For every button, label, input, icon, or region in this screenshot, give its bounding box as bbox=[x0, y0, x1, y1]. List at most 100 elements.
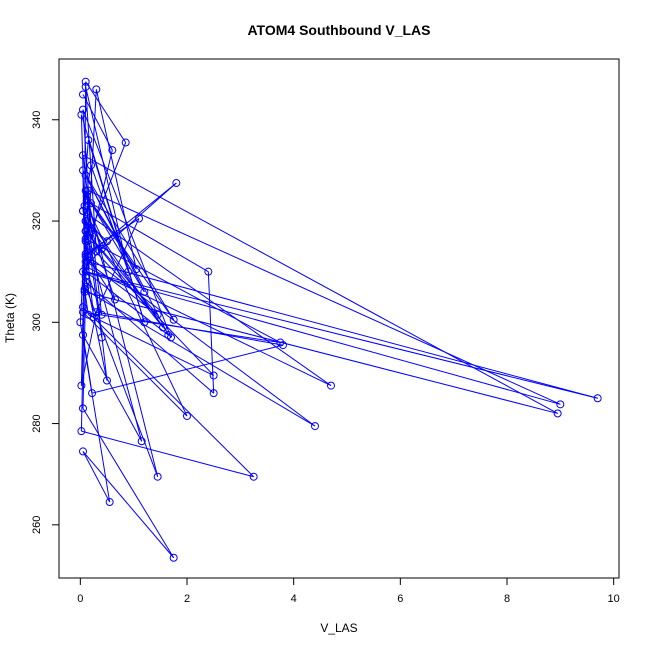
data-point bbox=[81, 234, 90, 243]
data-point bbox=[311, 422, 319, 431]
data-point bbox=[249, 472, 258, 481]
data-point bbox=[153, 310, 162, 319]
data-point bbox=[159, 323, 167, 332]
series-segment bbox=[85, 271, 598, 399]
data-point bbox=[77, 381, 86, 390]
series-segment bbox=[82, 451, 175, 559]
x-tick-label: 4 bbox=[291, 593, 297, 605]
series-segment bbox=[85, 231, 143, 442]
data-point bbox=[121, 138, 130, 147]
data-point bbox=[103, 237, 111, 246]
series-segment bbox=[82, 170, 175, 321]
x-axis: 0 2 4 6 8 10 bbox=[77, 577, 620, 605]
data-point bbox=[81, 282, 90, 291]
series-segment bbox=[85, 175, 169, 336]
series-segment bbox=[95, 89, 137, 270]
data-point bbox=[79, 206, 87, 215]
data-point bbox=[92, 308, 101, 317]
data-point bbox=[87, 161, 95, 170]
data-point bbox=[84, 136, 93, 145]
y-tick-label: 260 bbox=[31, 516, 43, 534]
series-segment bbox=[85, 276, 108, 381]
series-segment bbox=[82, 154, 558, 414]
data-point bbox=[81, 237, 90, 246]
data-series bbox=[76, 77, 602, 562]
x-tick-label: 6 bbox=[397, 593, 403, 605]
series-segment bbox=[79, 322, 111, 503]
series-segment bbox=[85, 190, 159, 477]
data-point bbox=[556, 400, 565, 409]
y-tick-label: 300 bbox=[31, 313, 43, 331]
data-point bbox=[593, 394, 602, 403]
data-point bbox=[92, 85, 101, 94]
series-segment bbox=[90, 203, 145, 293]
series-segment bbox=[85, 81, 127, 143]
data-point bbox=[88, 389, 97, 398]
y-tick-label: 320 bbox=[31, 212, 43, 230]
series-segment bbox=[85, 240, 215, 376]
data-point bbox=[82, 191, 91, 200]
y-tick-label: 340 bbox=[31, 111, 43, 129]
series-segment bbox=[85, 86, 129, 272]
data-point bbox=[169, 315, 178, 324]
data-point bbox=[81, 171, 90, 180]
series-segment bbox=[82, 271, 561, 405]
x-tick-label: 2 bbox=[184, 593, 190, 605]
data-point bbox=[108, 146, 117, 155]
data-point bbox=[124, 267, 133, 276]
data-point bbox=[81, 249, 90, 258]
series-segment bbox=[91, 344, 284, 394]
data-point bbox=[79, 90, 87, 99]
series-segment bbox=[86, 200, 209, 273]
data-point bbox=[81, 77, 90, 86]
data-point bbox=[79, 303, 87, 312]
series-segment bbox=[82, 155, 103, 315]
data-point bbox=[81, 82, 90, 91]
data-point bbox=[153, 472, 162, 481]
x-tick-label: 8 bbox=[504, 593, 510, 605]
data-point bbox=[81, 217, 90, 226]
data-point bbox=[164, 330, 173, 339]
data-point bbox=[89, 313, 98, 322]
data-point bbox=[81, 227, 90, 236]
series-segment bbox=[90, 228, 116, 300]
series-segment bbox=[86, 261, 598, 399]
data-point bbox=[82, 196, 91, 205]
y-tick-label: 280 bbox=[31, 414, 43, 432]
data-point bbox=[79, 267, 87, 276]
data-point bbox=[553, 409, 562, 418]
series-segment bbox=[85, 266, 332, 387]
data-point bbox=[87, 199, 95, 208]
data-point bbox=[79, 330, 87, 339]
chart-title: ATOM4 Southbound V_LAS bbox=[247, 22, 430, 38]
data-point bbox=[140, 287, 149, 296]
data-point bbox=[204, 267, 213, 276]
data-point bbox=[87, 224, 95, 233]
data-point bbox=[97, 310, 106, 319]
data-point bbox=[105, 498, 114, 507]
data-point bbox=[79, 404, 87, 413]
series-segment bbox=[88, 314, 214, 376]
series-segment bbox=[90, 142, 127, 232]
data-point bbox=[209, 389, 218, 398]
series-segment bbox=[82, 306, 255, 478]
series-segment bbox=[84, 291, 558, 414]
series-segment bbox=[86, 195, 92, 229]
data-point bbox=[111, 295, 119, 304]
x-axis-label: V_LAS bbox=[320, 621, 357, 635]
y-axis-label: Theta (K) bbox=[3, 293, 17, 343]
data-point bbox=[103, 376, 111, 385]
data-point bbox=[79, 151, 87, 160]
data-point bbox=[79, 447, 87, 456]
data-point bbox=[77, 427, 86, 436]
data-point bbox=[279, 341, 287, 350]
data-point bbox=[183, 411, 191, 420]
data-point bbox=[77, 110, 86, 119]
series-segment bbox=[86, 195, 175, 321]
data-point bbox=[172, 179, 181, 188]
data-point bbox=[81, 277, 90, 286]
series-segment bbox=[88, 190, 561, 405]
data-point bbox=[276, 338, 285, 347]
x-tick-label: 10 bbox=[608, 593, 620, 605]
